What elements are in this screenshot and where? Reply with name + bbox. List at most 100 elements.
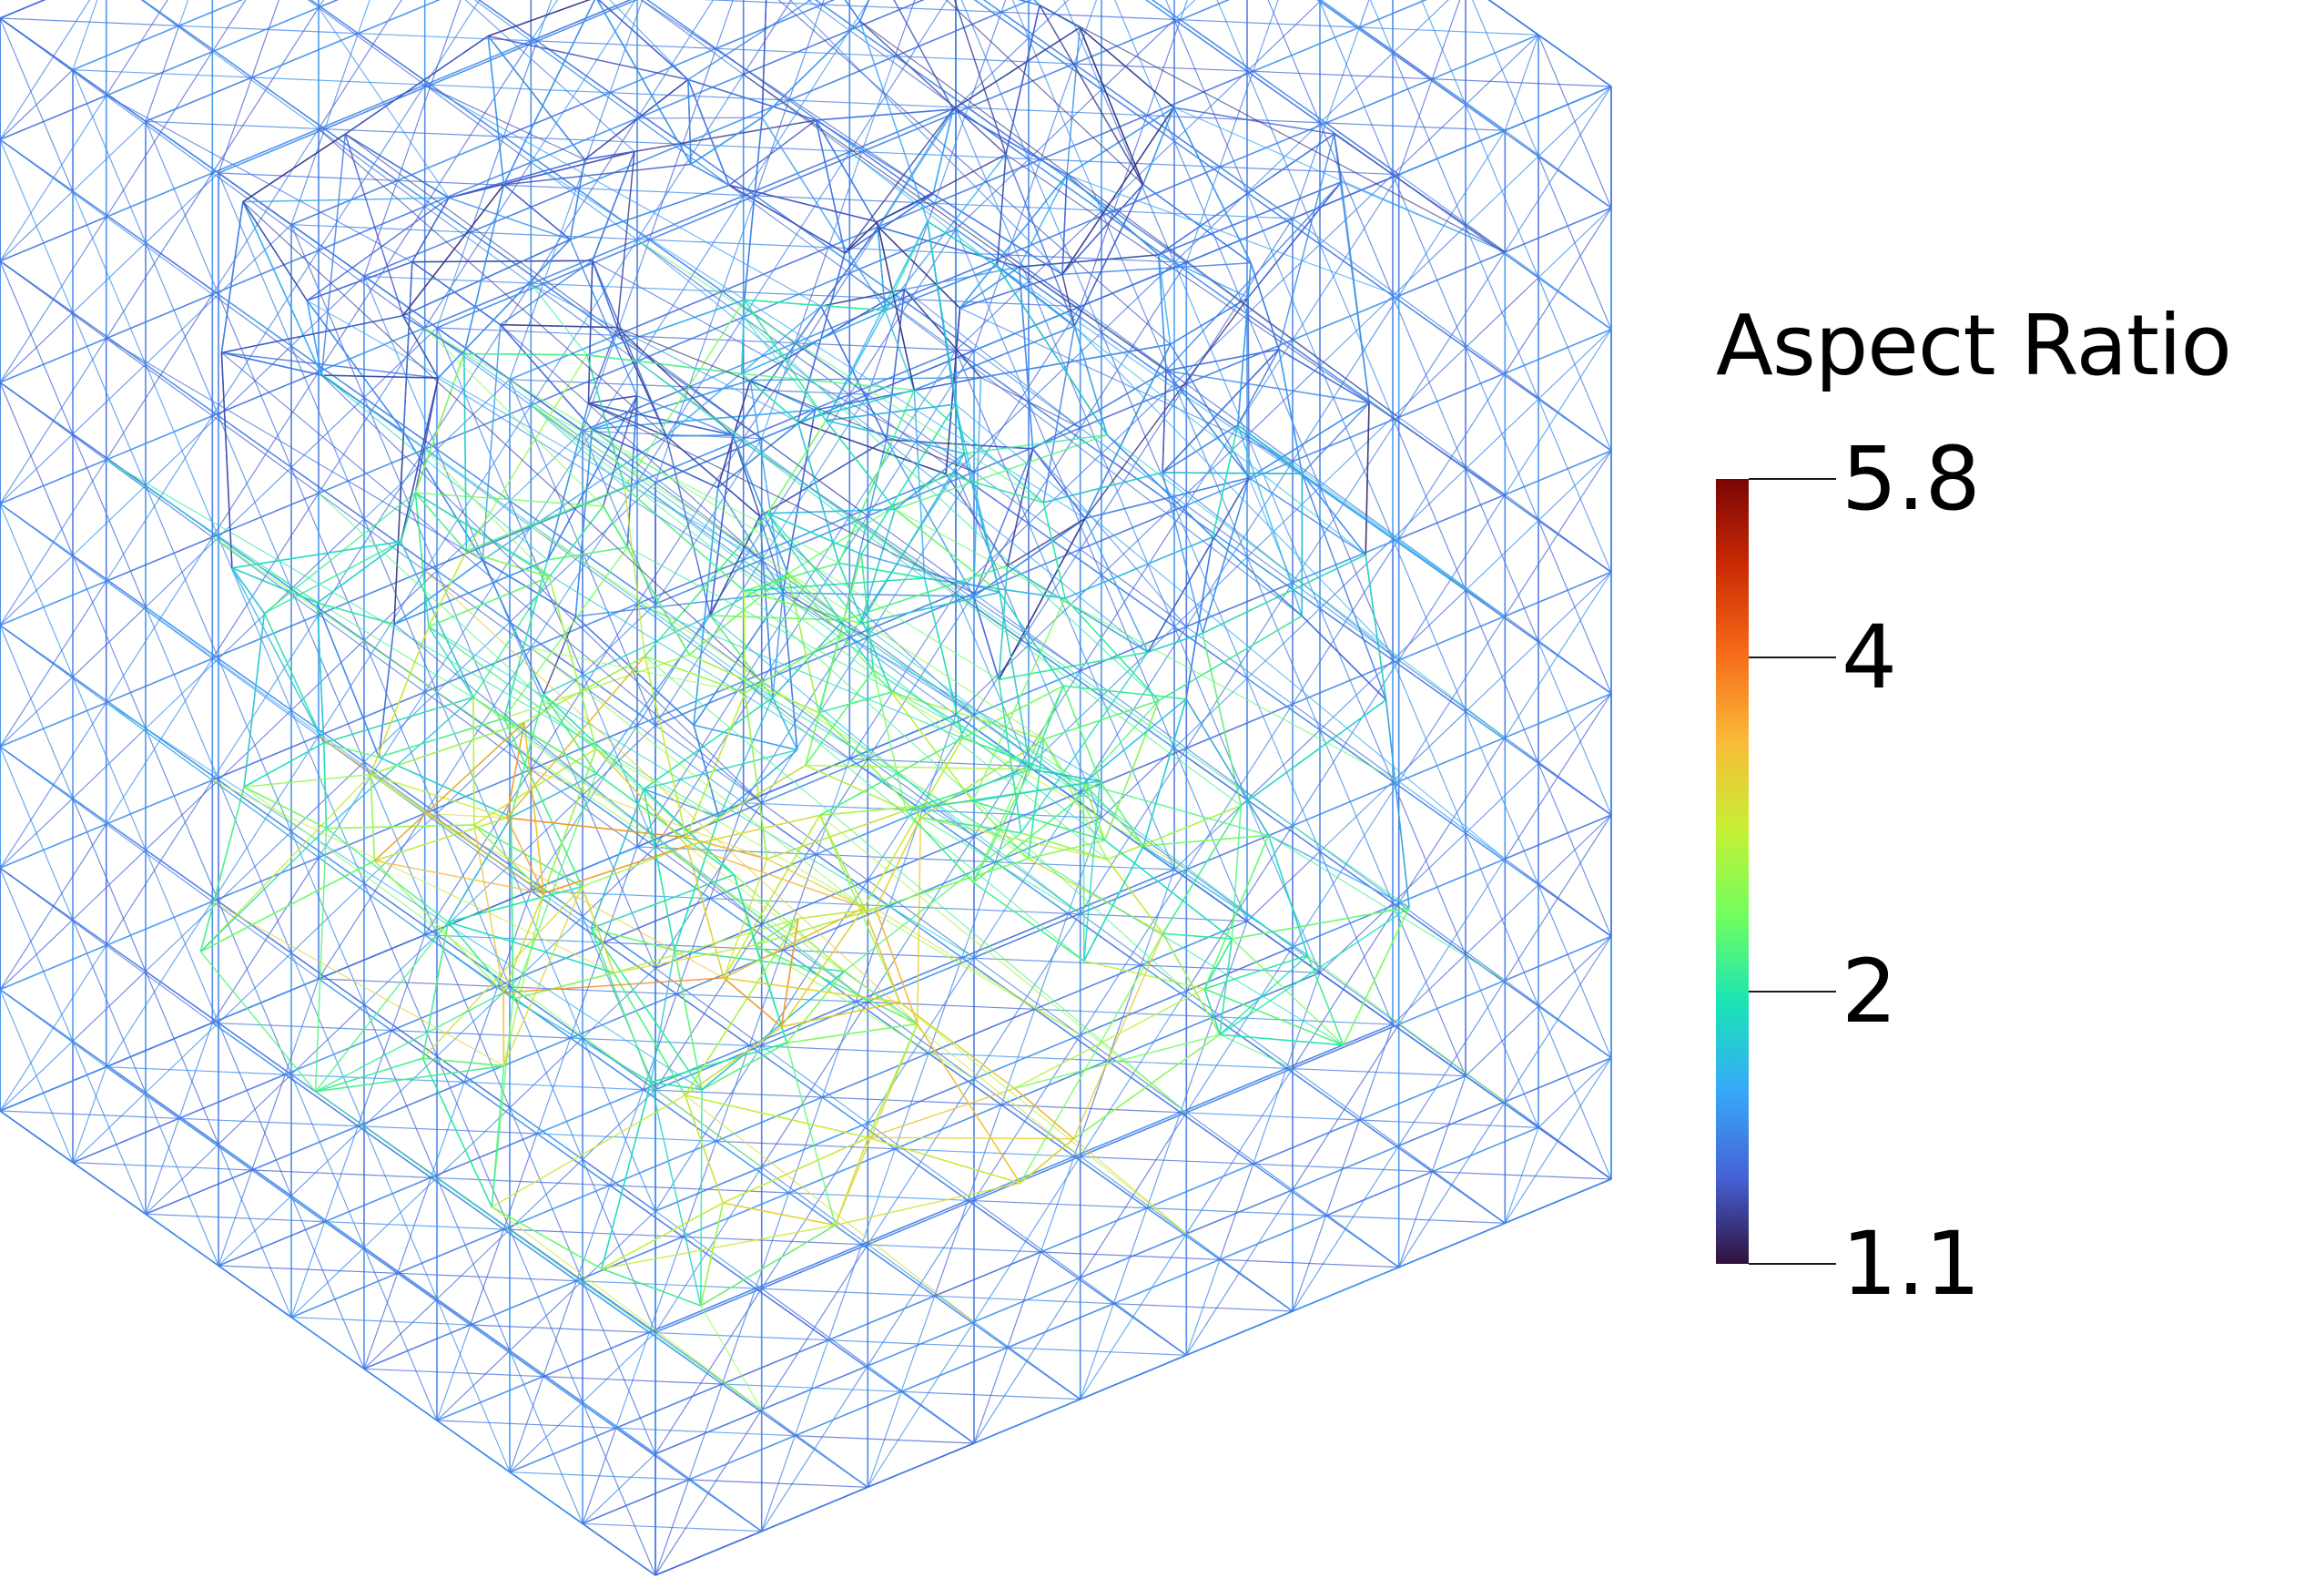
mesh-edge <box>290 224 471 233</box>
mesh-edge <box>743 393 850 440</box>
mesh-edge <box>530 647 865 909</box>
mesh-edge <box>505 722 525 819</box>
mesh-edge <box>586 354 625 488</box>
mesh-edge <box>72 606 147 677</box>
mesh-edge <box>431 84 611 94</box>
mesh-edge <box>878 226 1020 268</box>
mesh-edge <box>1325 1215 1506 1224</box>
mesh-edge <box>321 374 439 379</box>
mesh-edge <box>1247 297 1250 478</box>
mesh-edge <box>626 546 1081 793</box>
mesh-edge <box>424 890 532 936</box>
mesh-edge <box>788 55 896 101</box>
mesh-edge <box>290 518 365 590</box>
mesh-edge <box>859 20 1400 418</box>
mesh-edge <box>973 1156 1081 1202</box>
mesh-edge <box>867 1122 975 1201</box>
mesh-edge <box>688 1479 868 1488</box>
mesh-edge <box>934 202 1009 256</box>
mesh-edge <box>1278 349 1370 404</box>
mesh-edge <box>1392 0 1449 54</box>
mesh-edge <box>1398 737 1506 783</box>
mesh-edge <box>1042 738 1106 841</box>
mesh-edge <box>284 1029 392 1075</box>
mesh-edge <box>767 513 862 555</box>
mesh-edge <box>509 334 617 381</box>
mesh-edge <box>0 95 107 141</box>
mesh-edge <box>1180 1112 1254 1165</box>
mesh-edge <box>895 1148 1075 1157</box>
mesh-edge <box>106 459 318 604</box>
mesh-edge <box>1392 780 1466 834</box>
mesh-edge <box>743 316 827 422</box>
mesh-edge <box>0 17 179 26</box>
mesh-edge <box>848 393 957 473</box>
mesh-edge <box>306 300 405 433</box>
mesh-edge <box>464 0 635 152</box>
mesh-edge <box>543 616 576 695</box>
mesh-edge <box>1042 325 1076 504</box>
mesh-edge <box>688 1434 796 1481</box>
mesh-edge <box>894 11 1002 57</box>
mesh-edge <box>251 1125 359 1171</box>
mesh-edge <box>509 794 584 866</box>
mesh-edge <box>1358 26 1433 80</box>
mesh-edge <box>244 773 371 788</box>
mesh-edge <box>953 0 1007 155</box>
mesh-edge <box>576 1280 756 1289</box>
mesh-edge <box>741 372 915 392</box>
mesh-edge <box>1465 277 1539 349</box>
mesh-edge <box>506 656 645 819</box>
mesh-edge <box>1072 932 1164 1139</box>
mesh-edge <box>844 108 954 254</box>
mesh-edge <box>363 1368 438 1421</box>
mesh-edge <box>972 685 1064 883</box>
mesh-edge <box>878 108 954 228</box>
mesh-edge <box>448 197 571 240</box>
mesh-edge <box>581 886 615 973</box>
mesh-edge <box>923 577 964 738</box>
mesh-edge <box>72 242 147 313</box>
mesh-edge <box>636 801 745 848</box>
mesh-edge <box>848 107 957 153</box>
mesh-edge <box>997 265 1075 327</box>
mesh-edge <box>601 1267 702 1307</box>
mesh-edge <box>1173 19 1248 72</box>
mesh-edge <box>397 179 577 189</box>
mesh-edge <box>1286 1067 1466 1077</box>
mesh-edge <box>999 592 1031 770</box>
mesh-edge <box>106 293 213 340</box>
mesh-edge <box>1487 0 1539 36</box>
mesh-edge <box>1465 468 1539 522</box>
mesh-edge <box>1080 869 1187 915</box>
mesh-edge <box>318 735 544 894</box>
mesh-edge <box>1219 166 1399 176</box>
mesh-edge <box>624 299 746 488</box>
mesh-edge <box>290 466 365 520</box>
mesh-edge <box>590 928 703 1091</box>
mesh-edge <box>72 69 147 122</box>
mesh-edge <box>421 886 583 1059</box>
mesh-edge <box>530 525 638 605</box>
mesh-edge <box>218 830 292 902</box>
mesh-edge <box>1146 70 1254 117</box>
mesh-edge <box>1061 175 1068 275</box>
mesh-edge <box>582 1522 656 1576</box>
mesh-edge <box>1083 845 1144 962</box>
mesh-edge <box>1082 783 1085 962</box>
mesh-edge <box>1319 972 1394 1025</box>
mesh-edge <box>634 119 817 153</box>
mesh-edge <box>973 669 1081 716</box>
mesh-edge <box>428 626 597 749</box>
mesh-edge <box>1080 912 1187 992</box>
mesh-edge <box>1392 902 1466 955</box>
mesh-edge <box>1247 181 1343 299</box>
mesh-edge <box>848 636 957 716</box>
mesh-edge <box>655 846 763 925</box>
mesh-edge <box>755 944 918 1025</box>
mesh-edge <box>860 623 1294 948</box>
mesh-edge <box>570 993 677 1039</box>
mesh-edge <box>1019 932 1164 1184</box>
